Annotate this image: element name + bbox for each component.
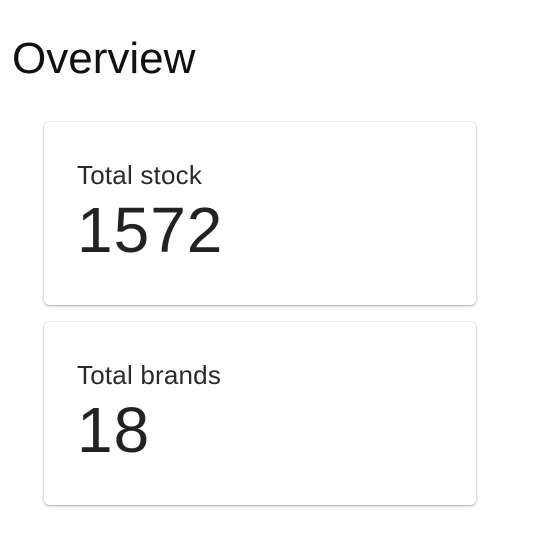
total-stock-card: Total stock 1572: [44, 122, 476, 305]
page-title: Overview: [12, 34, 196, 83]
total-stock-label: Total stock: [77, 160, 203, 190]
total-stock-value: 1572: [77, 194, 224, 266]
stats-cards: Total stock 1572 Total brands 18: [44, 122, 476, 522]
total-brands-label: Total brands: [77, 360, 222, 390]
total-brands-value: 18: [77, 394, 151, 466]
total-brands-card: Total brands 18: [44, 322, 476, 505]
